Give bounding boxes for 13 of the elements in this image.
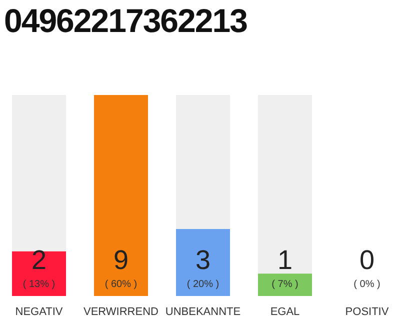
data-label: 2 ( 13% ) — [22, 245, 56, 290]
x-tick-label: NEGATIV — [15, 306, 64, 318]
x-tick-label: VERWIRREND — [84, 306, 159, 318]
data-label: 9 ( 60% ) — [104, 245, 138, 290]
data-label: 1 ( 7% ) — [272, 245, 298, 290]
x-tick-label: POSITIV — [345, 306, 390, 318]
x-tick-label: UNBEKANNTE — [165, 306, 241, 318]
data-label: 3 ( 20% ) — [186, 245, 220, 290]
bar — [258, 274, 312, 296]
chart-title: 04962217362213 — [4, 2, 247, 40]
bar — [12, 251, 66, 296]
x-tick-label: EGAL — [270, 306, 300, 318]
data-label: 0 ( 0% ) — [354, 245, 380, 290]
